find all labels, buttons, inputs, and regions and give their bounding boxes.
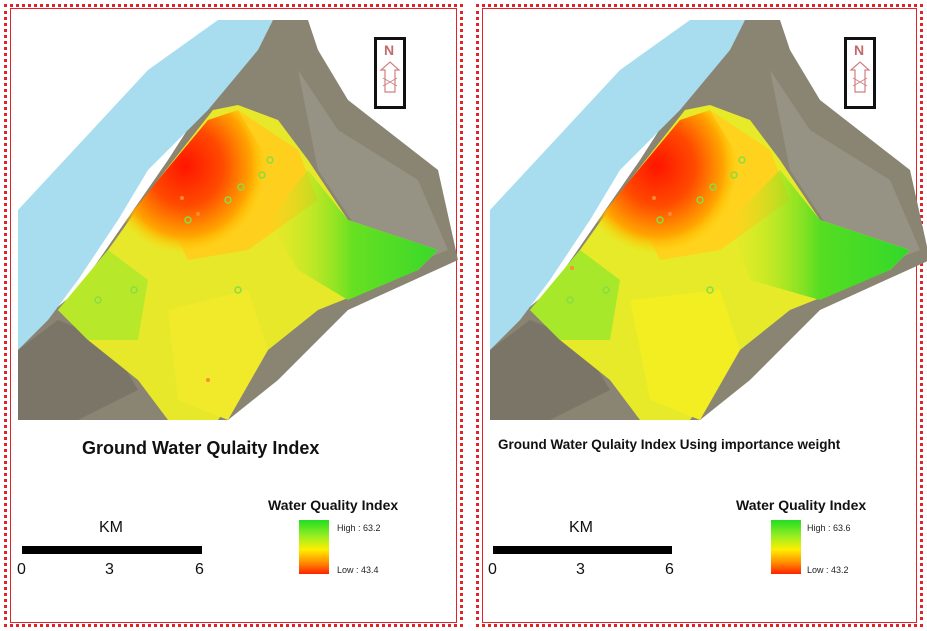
map-frame-border bbox=[4, 4, 463, 627]
map-frame-border bbox=[476, 4, 923, 627]
land-texture bbox=[298, 70, 448, 270]
legend-low-label: Low : 43.4 bbox=[337, 565, 379, 575]
scale-tick-6: 6 bbox=[195, 561, 204, 578]
legend-title: Water Quality Index bbox=[268, 497, 399, 513]
north-arrow-icon bbox=[379, 61, 401, 93]
index-surface-green bbox=[730, 170, 910, 300]
scale-tick-3: 3 bbox=[576, 561, 585, 578]
well-points-red bbox=[180, 196, 210, 382]
index-surface-red bbox=[590, 110, 740, 270]
water-quality-map bbox=[490, 20, 927, 420]
index-surface-green bbox=[268, 170, 438, 300]
index-surface-lime bbox=[58, 250, 148, 340]
scale-unit-label: KM bbox=[569, 519, 593, 536]
north-arrow: N bbox=[844, 37, 876, 109]
land-texture bbox=[770, 70, 920, 270]
scale-unit-label: KM bbox=[99, 519, 123, 536]
scale-tick-3: 3 bbox=[105, 561, 114, 578]
map-panel-right: N Ground Water Qulaity Index Using impor… bbox=[472, 0, 927, 631]
north-letter: N bbox=[854, 42, 865, 58]
well-points bbox=[566, 156, 746, 304]
legend-color-ramp bbox=[299, 520, 329, 574]
map-title: Ground Water Qulaity Index Using importa… bbox=[498, 437, 841, 452]
scale-bar bbox=[22, 546, 202, 554]
index-surface-south bbox=[630, 290, 740, 420]
legend-high-label: High : 63.2 bbox=[337, 523, 381, 533]
index-surface bbox=[58, 105, 438, 420]
scale-tick-0: 0 bbox=[488, 561, 497, 578]
map-frame-inner-border bbox=[482, 8, 917, 623]
legend-low-label: Low : 43.2 bbox=[807, 565, 849, 575]
north-letter: N bbox=[384, 42, 395, 58]
north-arrow: N bbox=[374, 37, 406, 109]
index-surface bbox=[530, 105, 910, 420]
north-arrow-icon bbox=[849, 61, 871, 93]
legend-high-label: High : 63.6 bbox=[807, 523, 851, 533]
map-frame-inner-border bbox=[10, 8, 457, 623]
scale-tick-6: 6 bbox=[665, 561, 674, 578]
well-points bbox=[94, 156, 274, 304]
legend-color-ramp bbox=[771, 520, 801, 574]
map-panel-left: N Ground Water Qulaity Index Water Quali… bbox=[4, 4, 463, 627]
map-title: Ground Water Qulaity Index bbox=[82, 438, 320, 458]
sea-area bbox=[490, 20, 745, 350]
legend-title: Water Quality Index bbox=[736, 497, 867, 513]
scale-tick-0: 0 bbox=[17, 561, 26, 578]
scale-bar bbox=[493, 546, 672, 554]
water-quality-map bbox=[18, 20, 458, 420]
sea-area bbox=[18, 20, 273, 350]
index-surface-south bbox=[168, 290, 268, 420]
index-surface-red bbox=[118, 110, 268, 270]
well-points-red bbox=[570, 196, 672, 270]
index-surface-lime bbox=[530, 250, 620, 340]
